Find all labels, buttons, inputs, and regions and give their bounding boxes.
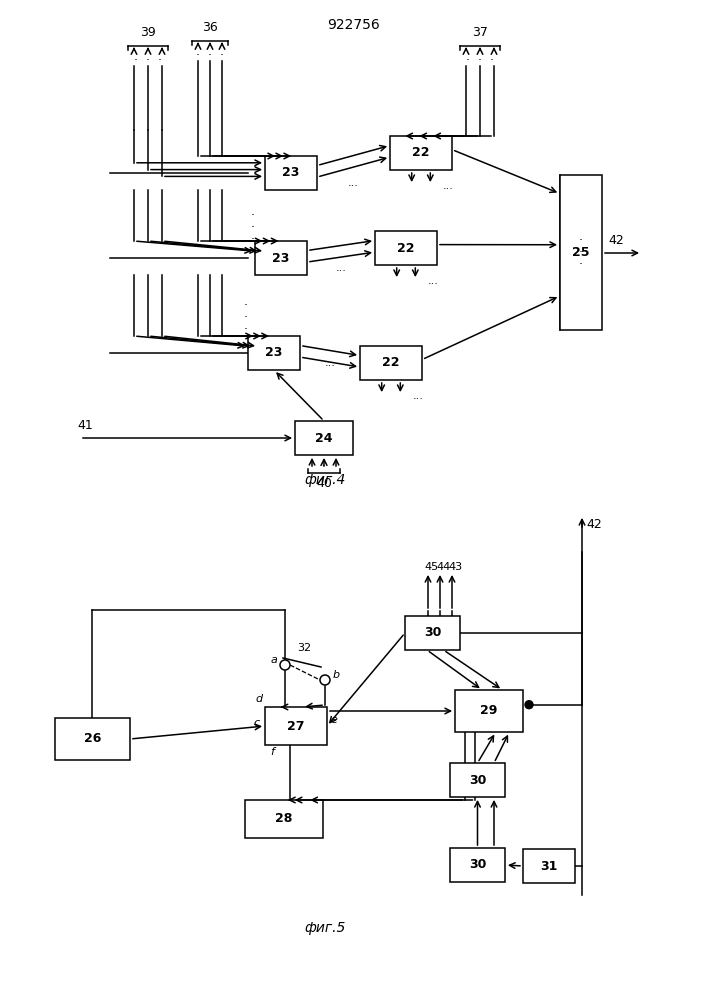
Text: 27: 27 [287, 720, 305, 732]
Text: 40: 40 [316, 477, 332, 490]
Text: 30: 30 [469, 858, 486, 871]
Text: ···: ··· [348, 181, 358, 191]
Bar [295, 421, 353, 455]
Text: 45: 45 [424, 562, 438, 572]
Bar [405, 616, 460, 650]
Bar [375, 231, 437, 265]
Text: ·  ·  ·: · · · [466, 54, 494, 67]
Text: ···: ··· [319, 461, 329, 471]
Text: фиг.4: фиг.4 [304, 473, 346, 487]
Text: ···: ··· [413, 394, 423, 404]
Text: 29: 29 [480, 704, 498, 718]
Bar [55, 718, 130, 760]
Text: ·
·
·: · · · [579, 234, 583, 271]
Text: 24: 24 [315, 432, 333, 444]
Bar [455, 690, 523, 732]
Text: 42: 42 [608, 234, 624, 247]
Text: 25: 25 [572, 246, 590, 259]
Text: ···: ··· [325, 361, 335, 371]
Text: ···: ··· [336, 266, 346, 276]
Text: 23: 23 [282, 166, 300, 180]
Text: 30: 30 [469, 774, 486, 786]
Text: 31: 31 [540, 859, 558, 872]
Text: ···: ··· [428, 279, 438, 289]
Text: 36: 36 [202, 21, 218, 34]
Text: 22: 22 [397, 241, 415, 254]
Circle shape [280, 660, 290, 670]
Text: c: c [253, 718, 259, 728]
Text: ·  ·  ·: · · · [134, 54, 162, 67]
Text: 42: 42 [586, 518, 602, 531]
Text: 30: 30 [423, 626, 441, 640]
Text: фиг.5: фиг.5 [304, 921, 346, 935]
Text: 41: 41 [77, 419, 93, 432]
Text: a: a [271, 655, 278, 665]
Bar [390, 136, 452, 170]
Bar [450, 848, 505, 882]
Text: 44: 44 [436, 562, 450, 572]
Text: d: d [255, 694, 262, 704]
Bar [450, 763, 505, 797]
Text: 23: 23 [265, 347, 283, 360]
Text: 22: 22 [382, 357, 399, 369]
Text: ·  ·  ·: · · · [196, 49, 224, 62]
Text: 43: 43 [448, 562, 462, 572]
Text: 37: 37 [472, 26, 488, 39]
Text: 23: 23 [272, 251, 290, 264]
Circle shape [525, 701, 533, 709]
Text: f: f [270, 747, 274, 757]
Text: ·
·
·: · · · [251, 210, 255, 246]
Bar [523, 849, 575, 883]
Text: b: b [333, 670, 340, 680]
Bar [265, 707, 327, 745]
Text: 26: 26 [84, 732, 101, 746]
Bar [560, 175, 602, 330]
Text: ···: ··· [443, 184, 454, 194]
Bar [265, 156, 317, 190]
Text: 922756: 922756 [327, 18, 380, 32]
Circle shape [320, 675, 330, 685]
Text: 39: 39 [140, 26, 156, 39]
Text: 32: 32 [297, 643, 311, 653]
Bar [248, 336, 300, 370]
Text: 28: 28 [275, 812, 293, 826]
Text: e: e [330, 715, 337, 725]
Text: 22: 22 [412, 146, 430, 159]
Bar [255, 241, 307, 275]
Text: ·
·
·: · · · [244, 300, 248, 336]
Bar [245, 800, 323, 838]
Bar [360, 346, 422, 380]
